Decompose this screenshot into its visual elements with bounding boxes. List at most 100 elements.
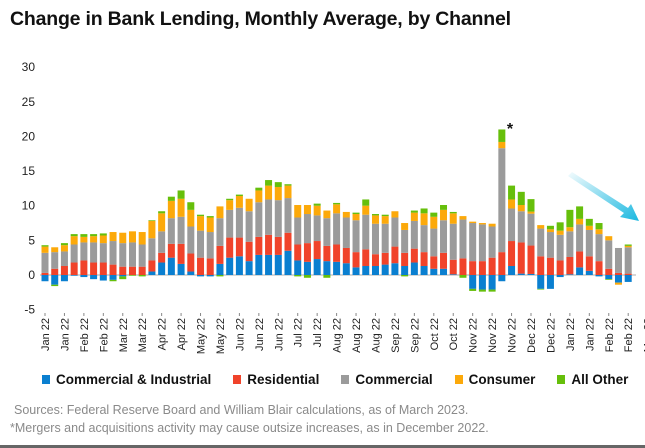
bar-segment-consumer [177, 198, 185, 217]
bar-segment-residential [51, 268, 59, 275]
bar-segment-all-other [41, 245, 49, 247]
x-tick-label: Nov 22 [507, 318, 519, 353]
x-tick-label: Feb 22 [604, 318, 616, 352]
bar-segment-commercial-industrial [158, 262, 166, 275]
bar-segment-consumer [284, 185, 292, 199]
bar-segment-commercial [410, 220, 418, 249]
bar-segment-commercial-industrial [303, 261, 311, 275]
bar-segment-commercial [517, 211, 525, 243]
bar-segment-commercial-industrial [381, 264, 389, 275]
y-axis: -5 0 5 10 15 20 25 30 [22, 60, 36, 317]
bar-segment-consumer [206, 217, 214, 233]
y-tick-label: 15 [22, 164, 36, 178]
bar-segment-residential [245, 241, 253, 262]
x-tick-label: Apr 22 [157, 318, 169, 350]
bar-segment-commercial-industrial [70, 275, 78, 276]
bar-segment-commercial-industrial [265, 254, 273, 275]
bar-segment-commercial [469, 223, 477, 262]
bar-segment-all-other [51, 284, 59, 287]
bar-segment-consumer [595, 229, 603, 235]
bar-segment-all-other [585, 218, 593, 226]
bar-segment-commercial-industrial [313, 259, 321, 275]
x-tick-label: Feb 22 [623, 318, 635, 352]
bar-segment-residential [342, 247, 350, 264]
bar-segment-residential [381, 252, 389, 265]
bar-segment-residential [410, 248, 418, 263]
bar-segment-all-other [265, 180, 273, 186]
bar-segment-commercial-industrial [440, 268, 448, 275]
bar-segment-commercial [313, 215, 321, 242]
bar-segment-consumer [420, 213, 428, 226]
bar-segment-commercial-industrial [362, 265, 370, 275]
legend-item-commercial-industrial: Commercial & Industrial [42, 372, 211, 387]
bar-segment-all-other [430, 212, 438, 217]
bar-segment-commercial-industrial [391, 263, 399, 275]
bar-segment-consumer [187, 209, 195, 227]
y-tick-label: -5 [24, 303, 35, 317]
bar-segment-consumer [498, 141, 506, 149]
bar-segment-all-other [226, 198, 234, 201]
x-tick-label: Jun 22 [273, 318, 285, 351]
bar-segment-all-other [70, 234, 78, 237]
footnote: *Mergers and acquisitions activity may c… [10, 421, 489, 435]
bar-segment-commercial [488, 226, 496, 258]
bar-segment-commercial [362, 214, 370, 250]
bar-segment-commercial-industrial [51, 275, 59, 285]
x-tick-label: Jan 22 [584, 318, 596, 351]
bar-segment-residential [255, 236, 263, 255]
bar-segment-commercial [255, 202, 263, 237]
bar-segment-commercial [138, 244, 146, 267]
bar-segment-consumer [274, 186, 282, 201]
bar-segment-commercial-industrial [148, 271, 156, 275]
bar-segment-commercial [381, 223, 389, 253]
bar-segment-commercial-industrial [449, 274, 457, 275]
bar-segment-consumer [352, 214, 360, 221]
bar-segment-residential [420, 252, 428, 266]
bar-segment-all-other [508, 185, 516, 200]
bar-segment-commercial-industrial [245, 261, 253, 275]
bar-segment-all-other [284, 184, 292, 186]
x-tick-label: Nov 22 [487, 318, 499, 353]
x-tick-label: Nov 22 [468, 318, 480, 353]
bar-segment-all-other [197, 214, 205, 217]
asterisk-annotation: * [507, 121, 514, 138]
bar-segment-all-other [255, 187, 263, 191]
bar-segment-residential [459, 258, 467, 275]
legend-swatch [454, 375, 463, 384]
x-tick-label: Jan 22 [565, 318, 577, 351]
bar-segment-consumer [265, 185, 273, 200]
bar-segment-all-other [177, 190, 185, 199]
x-tick-label: Oct 22 [448, 318, 460, 350]
bar-segment-commercial [566, 231, 574, 257]
bar-segment-commercial-industrial [410, 262, 418, 275]
y-tick-label: 5 [28, 233, 35, 247]
bar-segment-all-other [459, 275, 467, 278]
bar-segment-consumer [440, 209, 448, 221]
chart-title: Change in Bank Lending, Monthly Average,… [10, 8, 511, 30]
legend-item-residential: Residential [233, 372, 319, 387]
bar-segment-commercial-industrial [469, 275, 477, 289]
bar-segment-commercial [197, 230, 205, 258]
bar-segment-consumer [614, 282, 622, 285]
bar-segment-commercial-industrial [206, 275, 214, 277]
bar-segment-commercial [206, 232, 214, 259]
bar-segment-all-other [313, 203, 321, 206]
bar-segment-commercial [187, 226, 195, 254]
bar-segment-commercial [51, 252, 59, 269]
bar-segment-consumer [323, 210, 331, 219]
x-tick-label: Aug 22 [351, 318, 363, 353]
bar-segment-residential [595, 261, 603, 275]
legend-swatch [557, 375, 566, 384]
bar-segment-consumer [537, 225, 545, 229]
bar-segment-consumer [469, 221, 477, 224]
bar-segment-consumer [128, 231, 136, 243]
bar-segment-residential [119, 266, 127, 275]
bar-segment-consumer [381, 216, 389, 224]
bar-segment-commercial [430, 228, 438, 257]
bar-segment-consumer [576, 218, 584, 225]
bar-segment-consumer [303, 205, 311, 215]
legend-item-consumer: Consumer [454, 372, 535, 387]
bar-segment-consumer [313, 205, 321, 216]
bar-segment-commercial-industrial [187, 271, 195, 275]
bottom-divider [0, 445, 645, 448]
